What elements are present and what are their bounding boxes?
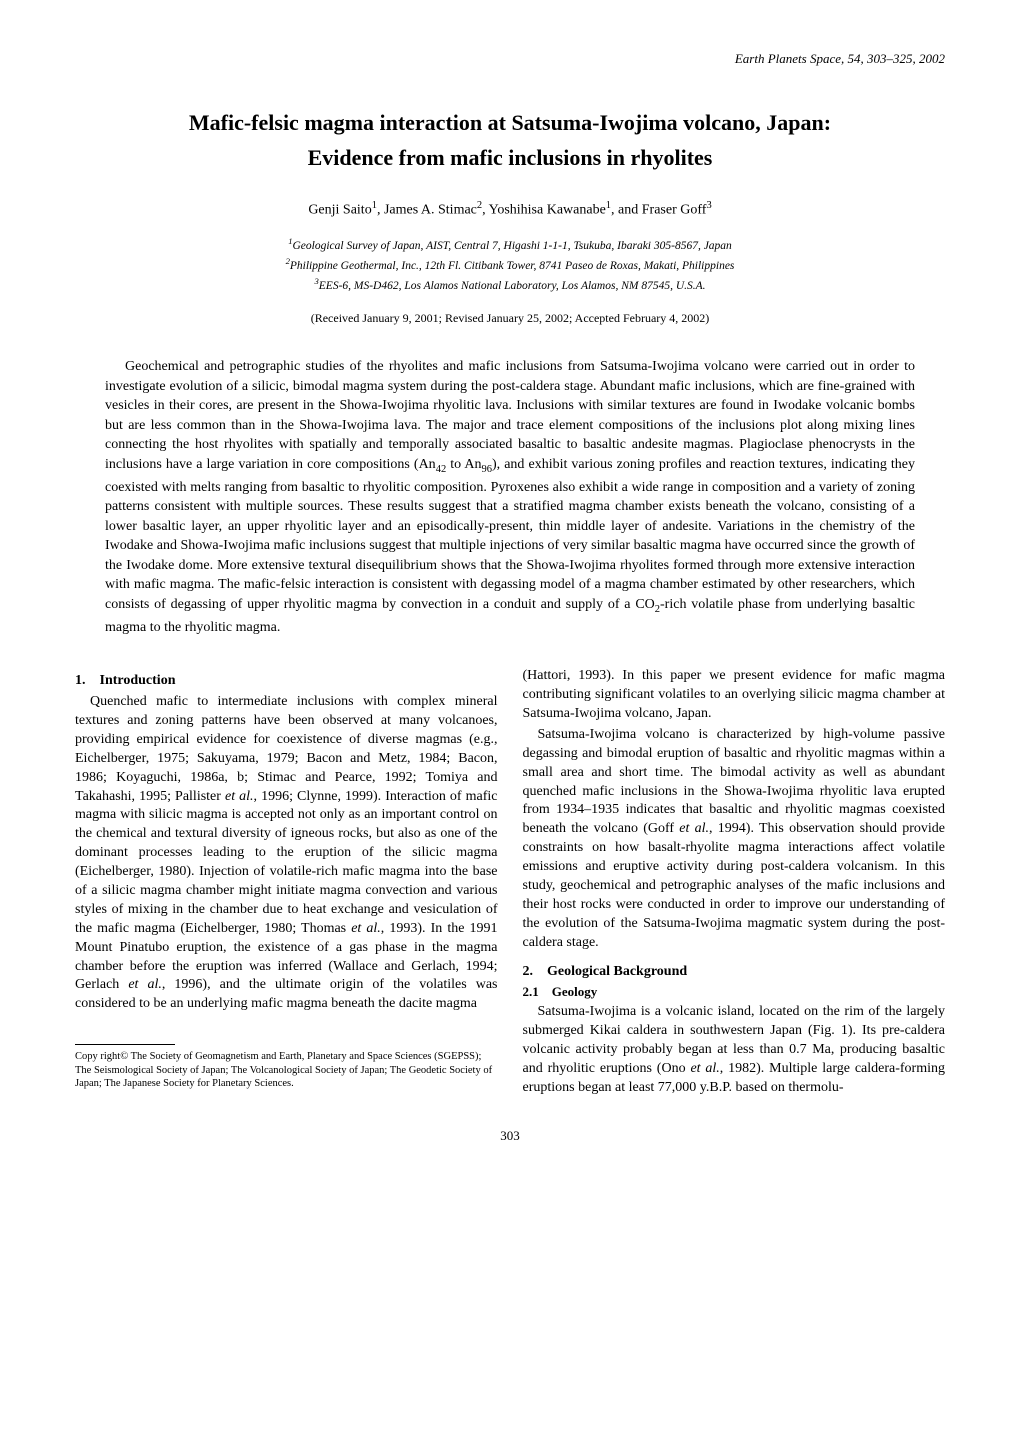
left-column: 1. Introduction Quenched mafic to interm…: [75, 667, 498, 1097]
section-1-para-2: Satsuma-Iwojima volcano is characterized…: [523, 726, 946, 953]
copyright-footnote: Copy right© The Society of Geomagnetism …: [75, 1050, 498, 1091]
affiliation-2: 2Philippine Geothermal, Inc., 12th Fl. C…: [75, 255, 945, 275]
affiliation-3: 3EES-6, MS-D462, Los Alamos National Lab…: [75, 275, 945, 295]
received-dates: (Received January 9, 2001; Revised Janua…: [75, 310, 945, 327]
section-2-1-heading: 2.1 Geology: [523, 983, 946, 1001]
affiliation-1: 1Geological Survey of Japan, AIST, Centr…: [75, 235, 945, 255]
section-2-1-para: Satsuma-Iwojima is a volcanic island, lo…: [523, 1003, 946, 1097]
title-line2: Evidence from mafic inclusions in rhyoli…: [75, 143, 945, 174]
abstract: Geochemical and petrographic studies of …: [105, 357, 915, 637]
columns: 1. Introduction Quenched mafic to interm…: [75, 667, 945, 1097]
title-line1: Mafic-felsic magma interaction at Satsum…: [75, 108, 945, 139]
footnote-rule: [75, 1044, 175, 1045]
journal-info: Earth Planets Space, 54, 303–325, 2002: [75, 50, 945, 68]
authors: Genji Saito1, James A. Stimac2, Yoshihis…: [75, 199, 945, 220]
section-2-heading: 2. Geological Background: [523, 963, 946, 982]
section-1-heading: 1. Introduction: [75, 672, 498, 691]
page-number: 303: [75, 1127, 945, 1145]
section-1-para-1: Quenched mafic to intermediate inclusion…: [75, 693, 498, 1014]
section-1-para-1-cont: (Hattori, 1993). In this paper we presen…: [523, 667, 946, 724]
right-column: (Hattori, 1993). In this paper we presen…: [523, 667, 946, 1097]
affiliations: 1Geological Survey of Japan, AIST, Centr…: [75, 235, 945, 295]
